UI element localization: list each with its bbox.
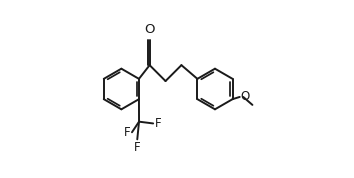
Text: F: F [134, 142, 141, 155]
Text: O: O [144, 23, 155, 36]
Text: F: F [124, 126, 131, 139]
Text: O: O [241, 90, 250, 103]
Text: F: F [155, 117, 161, 130]
